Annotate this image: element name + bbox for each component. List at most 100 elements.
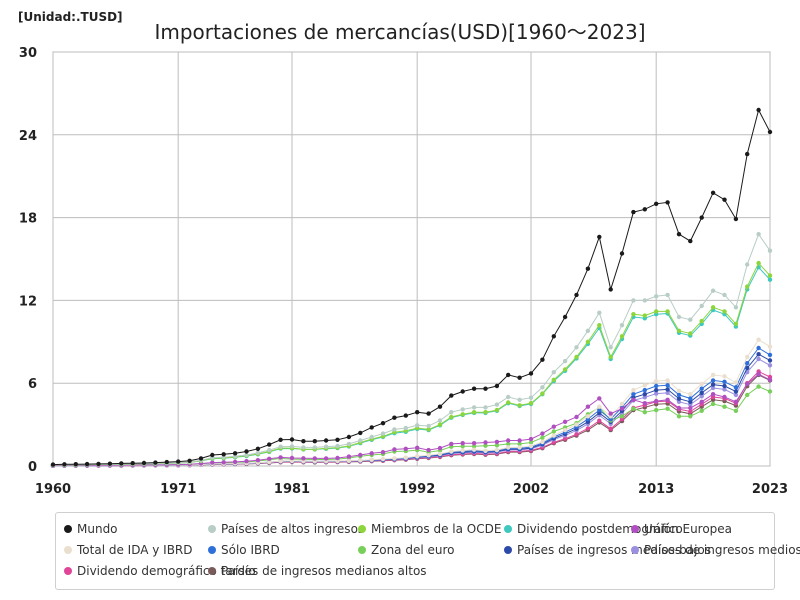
data-point bbox=[426, 411, 431, 416]
data-point bbox=[597, 407, 602, 413]
data-point bbox=[574, 432, 579, 437]
data-point bbox=[756, 232, 761, 237]
data-point bbox=[267, 456, 272, 461]
data-point bbox=[369, 451, 374, 456]
data-point bbox=[722, 292, 727, 298]
data-point bbox=[506, 372, 511, 378]
legend-item: Países de ingresos medios-bajos bbox=[504, 543, 711, 557]
legend-item: Total de IDA y IBRD bbox=[64, 543, 193, 557]
data-point bbox=[392, 427, 397, 432]
data-point bbox=[278, 444, 283, 449]
data-point bbox=[517, 375, 522, 380]
legend-item: Dividendo postdemográfico bbox=[504, 522, 683, 536]
data-point bbox=[710, 288, 716, 293]
data-point bbox=[585, 266, 591, 271]
data-point bbox=[562, 358, 568, 364]
data-point bbox=[745, 392, 750, 398]
data-point bbox=[198, 456, 204, 461]
data-point bbox=[483, 440, 488, 445]
series-unión-europea bbox=[50, 372, 773, 468]
chart-title: Importaciones de mercancías(USD)[1960〜20… bbox=[154, 20, 646, 44]
data-point bbox=[654, 201, 659, 206]
data-point bbox=[585, 426, 591, 431]
data-point bbox=[494, 402, 500, 407]
data-point bbox=[506, 400, 511, 405]
legend-label: Países de ingresos medios bbox=[644, 543, 800, 557]
x-tick-label: 1960 bbox=[35, 482, 71, 497]
data-point bbox=[745, 381, 750, 387]
data-point bbox=[733, 385, 739, 390]
data-point bbox=[699, 390, 704, 396]
data-point bbox=[449, 441, 454, 447]
x-tick-label: 1971 bbox=[160, 482, 196, 497]
legend-marker bbox=[208, 567, 216, 575]
y-tick-label: 18 bbox=[19, 212, 37, 227]
series-line bbox=[52, 233, 771, 466]
data-point bbox=[688, 392, 693, 397]
data-point bbox=[392, 415, 397, 420]
data-point bbox=[267, 442, 272, 447]
data-point bbox=[688, 405, 693, 411]
data-point bbox=[767, 344, 773, 349]
data-point bbox=[733, 216, 739, 222]
data-point bbox=[358, 458, 363, 463]
data-point bbox=[119, 461, 124, 466]
data-point bbox=[597, 404, 602, 409]
data-point bbox=[403, 413, 408, 418]
data-point bbox=[517, 438, 522, 443]
data-point bbox=[654, 309, 659, 314]
data-point bbox=[471, 410, 477, 415]
data-point bbox=[676, 388, 682, 393]
data-point bbox=[517, 397, 522, 402]
data-point bbox=[665, 383, 670, 388]
data-point bbox=[767, 358, 773, 363]
data-point bbox=[551, 424, 556, 429]
data-point bbox=[551, 334, 556, 339]
data-point bbox=[619, 414, 625, 419]
data-point bbox=[551, 370, 556, 375]
data-point bbox=[597, 234, 602, 240]
data-point bbox=[312, 445, 317, 450]
data-point bbox=[415, 410, 420, 415]
data-point bbox=[437, 422, 443, 427]
data-point bbox=[767, 363, 773, 368]
data-point bbox=[517, 403, 522, 408]
legend-item: Países de ingresos medianos altos bbox=[208, 564, 427, 578]
data-point bbox=[506, 394, 511, 400]
series-mundo bbox=[50, 107, 773, 467]
legend: Mundo Países de altos ingresos Miembros de… bbox=[55, 512, 800, 590]
x-tick-label: 1981 bbox=[274, 482, 310, 497]
data-point bbox=[494, 407, 500, 413]
legend-marker bbox=[64, 525, 72, 533]
data-point bbox=[722, 197, 727, 202]
data-point bbox=[335, 455, 340, 461]
data-point bbox=[676, 399, 682, 404]
data-point bbox=[608, 354, 613, 360]
data-point bbox=[642, 401, 647, 406]
data-point bbox=[745, 354, 750, 360]
data-point bbox=[62, 462, 67, 467]
data-point bbox=[756, 356, 761, 362]
data-point bbox=[710, 392, 716, 397]
data-point bbox=[540, 435, 545, 440]
data-point bbox=[745, 262, 750, 267]
data-point bbox=[699, 318, 704, 324]
legend-marker bbox=[631, 546, 639, 554]
data-point bbox=[619, 334, 625, 339]
data-point bbox=[710, 382, 716, 387]
data-point bbox=[767, 277, 773, 282]
data-point bbox=[494, 439, 500, 445]
legend-item: Zona del euro bbox=[358, 543, 454, 557]
legend-marker bbox=[631, 525, 639, 533]
data-point bbox=[244, 449, 249, 454]
data-point bbox=[733, 321, 739, 327]
data-point bbox=[597, 323, 602, 328]
data-point bbox=[631, 392, 636, 397]
legend-label: Zona del euro bbox=[371, 543, 455, 557]
legend-marker bbox=[358, 525, 366, 533]
data-point bbox=[642, 298, 647, 303]
data-point bbox=[369, 425, 374, 430]
data-point bbox=[745, 151, 750, 157]
data-point bbox=[369, 434, 374, 440]
data-point bbox=[278, 455, 283, 460]
